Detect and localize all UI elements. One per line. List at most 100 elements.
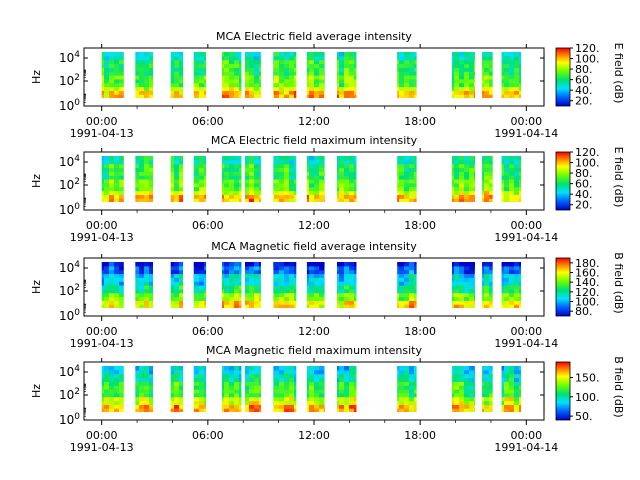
heatmap-cell bbox=[199, 163, 205, 169]
heatmap-cell bbox=[509, 296, 515, 301]
heatmap-cell bbox=[99, 198, 105, 203]
x-tick-label: 18:00 bbox=[404, 325, 436, 338]
heatmap-cell bbox=[109, 392, 115, 398]
heatmap-cell bbox=[104, 300, 110, 305]
heatmap-cell bbox=[319, 262, 325, 267]
heatmap-cell bbox=[314, 156, 320, 161]
heatmap-cell bbox=[244, 156, 250, 161]
heatmap-cell bbox=[249, 75, 255, 80]
heatmap-cell bbox=[174, 82, 180, 88]
heatmap-cell bbox=[254, 75, 260, 80]
heatmap-cell bbox=[314, 75, 320, 80]
heatmap-cell bbox=[229, 277, 235, 282]
heatmap-cell bbox=[499, 55, 505, 61]
heatmap-cell bbox=[224, 55, 230, 61]
data-gap bbox=[475, 258, 483, 316]
heatmap-cell bbox=[469, 373, 475, 379]
heatmap-cell bbox=[454, 292, 460, 298]
y-axis-label: Hz bbox=[30, 174, 43, 188]
heatmap-cell bbox=[244, 265, 250, 271]
heatmap-cell bbox=[274, 67, 280, 72]
data-gap bbox=[416, 152, 452, 210]
heatmap-cell bbox=[139, 404, 145, 409]
heatmap-cell bbox=[249, 59, 255, 65]
heatmap-cell bbox=[489, 265, 495, 271]
heatmap-cell bbox=[489, 392, 495, 398]
heatmap-cell bbox=[404, 67, 410, 72]
heatmap-cell bbox=[149, 262, 155, 267]
heatmap-cell bbox=[489, 194, 495, 199]
heatmap-cell bbox=[104, 182, 110, 188]
heatmap-cell bbox=[484, 171, 490, 176]
heatmap-cell bbox=[134, 186, 140, 192]
heatmap-cell bbox=[224, 269, 230, 275]
heatmap-cell bbox=[459, 269, 465, 275]
heatmap-cell bbox=[509, 159, 515, 165]
heatmap-cell bbox=[104, 59, 110, 65]
heatmap-cell bbox=[174, 182, 180, 188]
x-tick-label: 18:00 bbox=[404, 429, 436, 442]
heatmap-cell bbox=[199, 179, 205, 184]
heatmap-cell bbox=[409, 167, 415, 172]
heatmap-cell bbox=[284, 281, 290, 286]
heatmap-cell bbox=[149, 198, 155, 203]
heatmap-cell bbox=[464, 159, 470, 165]
heatmap-cell bbox=[339, 373, 345, 379]
heatmap-cell bbox=[469, 288, 475, 294]
heatmap-cell bbox=[104, 285, 110, 290]
heatmap-cell bbox=[254, 63, 260, 68]
heatmap-cell bbox=[174, 292, 180, 298]
data-gap bbox=[416, 362, 452, 420]
heatmap-cell bbox=[344, 59, 350, 65]
heatmap-cell bbox=[229, 159, 235, 165]
heatmap-cell bbox=[284, 194, 290, 199]
heatmap-cell bbox=[234, 71, 240, 76]
heatmap-cell bbox=[139, 67, 145, 72]
x-end-date: 1991-04-14 bbox=[494, 337, 558, 350]
heatmap-cell bbox=[404, 262, 410, 267]
heatmap-cell bbox=[274, 404, 280, 409]
heatmap-cell bbox=[234, 377, 240, 382]
heatmap-cell bbox=[309, 296, 315, 301]
heatmap-cell bbox=[224, 281, 230, 286]
heatmap-cell bbox=[169, 198, 175, 203]
heatmap-cell bbox=[234, 190, 240, 195]
heatmap-cell bbox=[454, 71, 460, 76]
heatmap-cell bbox=[99, 400, 105, 405]
heatmap-cell bbox=[314, 63, 320, 68]
heatmap-cell bbox=[229, 288, 235, 294]
heatmap-cell bbox=[119, 396, 125, 402]
heatmap-cell bbox=[459, 67, 465, 72]
heatmap-cell bbox=[349, 288, 355, 294]
heatmap-cell bbox=[454, 86, 460, 91]
heatmap-cell bbox=[234, 82, 240, 88]
heatmap-cell bbox=[309, 396, 315, 402]
heatmap-cell bbox=[404, 59, 410, 65]
heatmap-cell bbox=[339, 182, 345, 188]
x-tick-label: 06:00 bbox=[192, 115, 224, 128]
heatmap-cell bbox=[134, 366, 140, 371]
heatmap-cell bbox=[224, 90, 230, 95]
heatmap-cell bbox=[149, 159, 155, 165]
heatmap-cell bbox=[319, 198, 325, 203]
heatmap-cell bbox=[149, 190, 155, 195]
heatmap-cell bbox=[149, 55, 155, 61]
heatmap-cell bbox=[349, 71, 355, 76]
heatmap-cell bbox=[254, 59, 260, 65]
heatmap-cell bbox=[464, 82, 470, 88]
heatmap-cell bbox=[509, 396, 515, 402]
heatmap-cell bbox=[134, 296, 140, 301]
heatmap-cell bbox=[229, 269, 235, 275]
heatmap-cell bbox=[349, 304, 355, 309]
heatmap-cell bbox=[114, 175, 120, 180]
panel-title: MCA Magnetic field average intensity bbox=[211, 240, 417, 253]
heatmap-cell bbox=[289, 269, 295, 275]
heatmap-cell bbox=[504, 389, 510, 394]
heatmap-cell bbox=[199, 366, 205, 371]
heatmap-cell bbox=[174, 366, 180, 371]
heatmap-cell bbox=[114, 281, 120, 286]
heatmap-cell bbox=[489, 179, 495, 184]
heatmap-cell bbox=[134, 71, 140, 76]
heatmap-cell bbox=[234, 167, 240, 172]
heatmap-cell bbox=[344, 163, 350, 169]
